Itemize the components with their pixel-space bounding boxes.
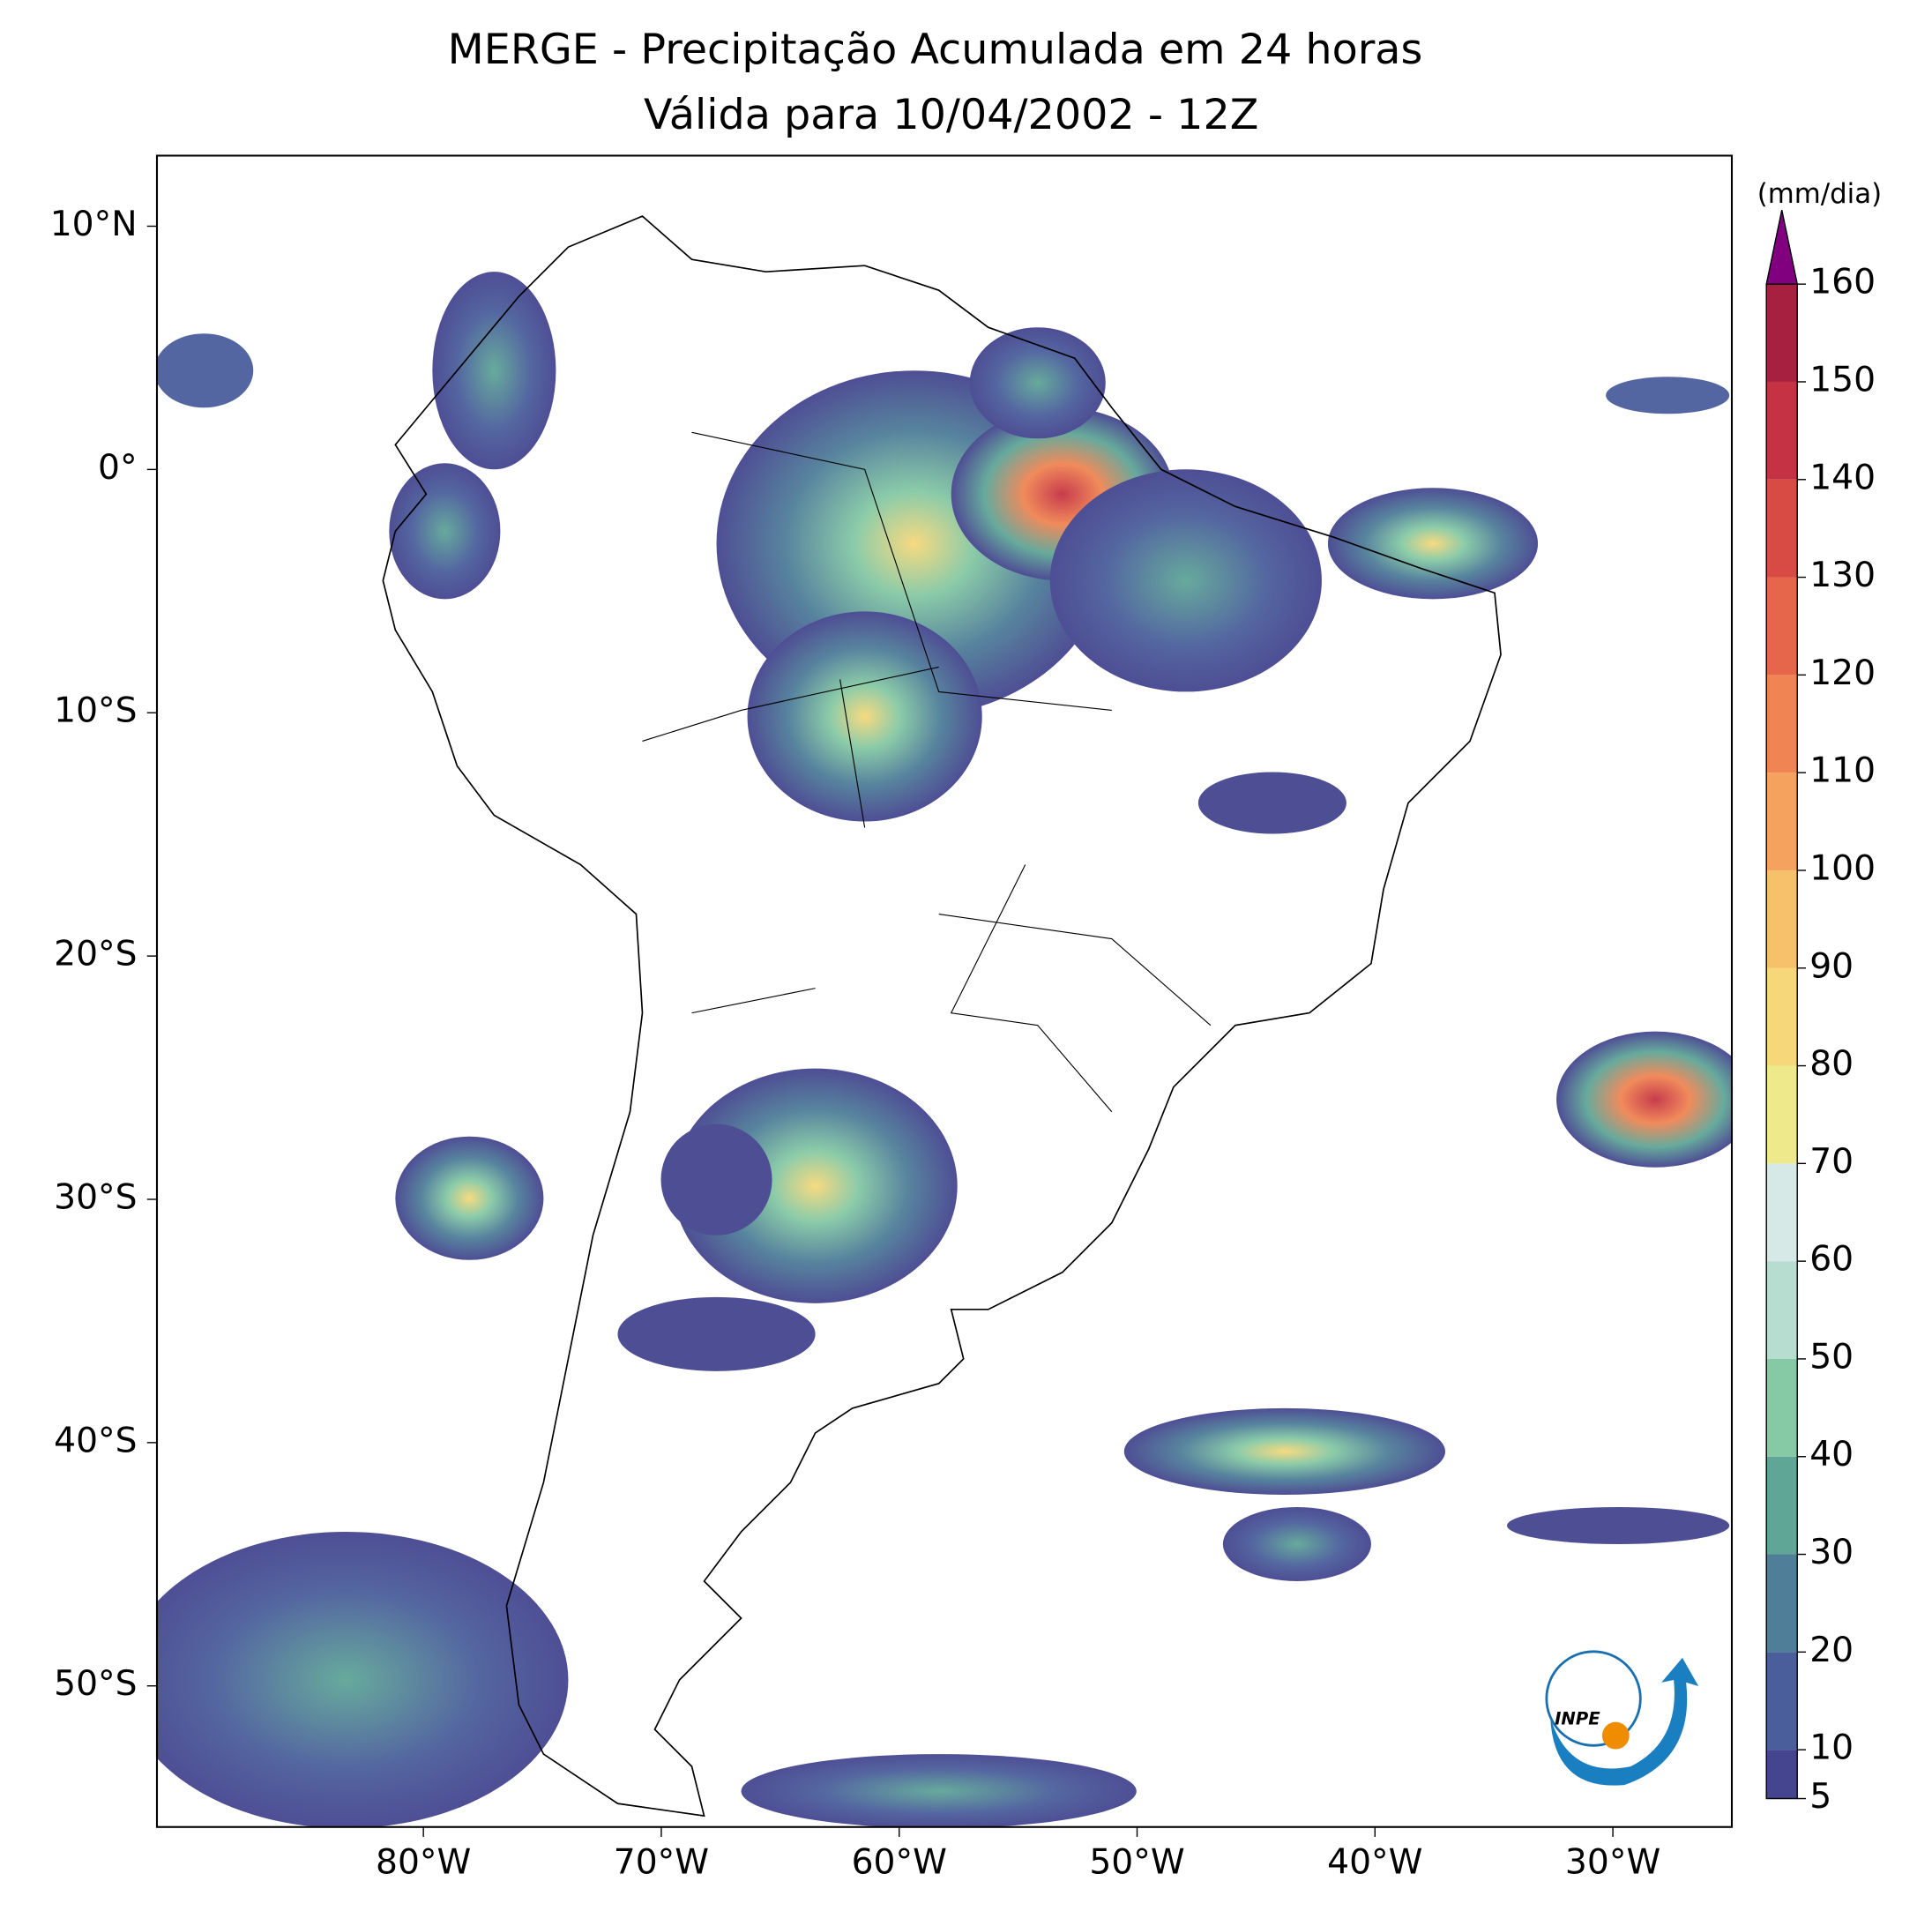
- y-tick-label: 50°S: [54, 1664, 137, 1704]
- x-tick-label: 30°W: [1565, 1842, 1660, 1882]
- x-tick-label: 60°W: [852, 1842, 947, 1882]
- coastline: [382, 215, 1502, 1818]
- precip-area: [660, 1123, 772, 1235]
- colorbar-tick-label: 20: [1809, 1631, 1854, 1670]
- precip-area: [1049, 469, 1322, 692]
- colorbar-band: [1766, 1750, 1798, 1799]
- colorbar-tick-label: 5: [1809, 1777, 1831, 1817]
- precip-area: [1222, 1506, 1371, 1581]
- colorbar-tick-label: 60: [1809, 1240, 1854, 1280]
- colorbar-tick-label: 120: [1809, 653, 1876, 693]
- precip-area: [1507, 1506, 1730, 1544]
- x-tick-label: 70°W: [614, 1842, 709, 1882]
- precip-area: [1123, 1407, 1446, 1495]
- logo-arrow: [1550, 1657, 1699, 1786]
- colorbar-tick-label: 110: [1809, 751, 1876, 791]
- x-tick-label: 50°W: [1089, 1842, 1184, 1882]
- colorbar-band: [1766, 1456, 1798, 1555]
- colorbar-label: (mm/dia): [1757, 178, 1882, 210]
- precip-area: [1556, 1031, 1732, 1168]
- precip-area: [432, 272, 556, 470]
- colorbar-tick-label: 150: [1809, 360, 1876, 399]
- precip-area: [156, 1532, 569, 1827]
- subtitle: Válida para 10/04/2002 - 12Z: [644, 91, 1258, 139]
- colorbar-tick-label: 130: [1809, 556, 1876, 595]
- colorbar-band: [1766, 773, 1798, 870]
- colorbar-tick-label: 70: [1809, 1142, 1854, 1182]
- precip-area: [389, 463, 501, 600]
- colorbar-band: [1766, 1652, 1798, 1751]
- colorbar-band: [1766, 381, 1798, 480]
- colorbar-tick-label: 100: [1809, 848, 1876, 888]
- colorbar-tick-label: 80: [1809, 1044, 1854, 1084]
- y-tick-label: 40°S: [54, 1421, 137, 1460]
- logo: INPE: [1545, 1650, 1699, 1786]
- colorbar-tick-label: 50: [1809, 1337, 1854, 1377]
- title: MERGE - Precipitação Acumulada em 24 hor…: [448, 26, 1423, 74]
- logo-ring: [1545, 1650, 1642, 1747]
- colorbar-band: [1766, 1065, 1798, 1164]
- precip-area: [395, 1136, 544, 1260]
- map-frame: [155, 154, 1734, 1828]
- colorbar-tick-label: 160: [1809, 263, 1876, 302]
- colorbar-band: [1766, 1554, 1798, 1653]
- precip-area: [747, 611, 982, 822]
- logo-sun: [1601, 1721, 1630, 1750]
- colorbar-band: [1766, 479, 1798, 578]
- x-tick-label: 80°W: [376, 1842, 471, 1882]
- x-tick-label: 40°W: [1327, 1842, 1422, 1882]
- precip-area: [1197, 772, 1346, 834]
- precip-area: [673, 1068, 958, 1303]
- precip-area: [741, 1754, 1137, 1827]
- colorbar-tick-label: 40: [1809, 1435, 1854, 1474]
- colorbar-tick-label: 90: [1809, 946, 1854, 986]
- precip-areas: [156, 272, 1732, 1827]
- colorbar-tick-label: 30: [1809, 1533, 1854, 1572]
- y-tick-label: 10°N: [50, 205, 138, 244]
- colorbar: 5 10 20 30 40 50 60 70 80 90 100 110 120 130 140 150 160: [1765, 209, 1876, 1817]
- colorbar-band: [1766, 577, 1798, 676]
- colorbar-tick-label: 10: [1809, 1728, 1854, 1768]
- colorbar-band: [1766, 675, 1798, 773]
- colorbar-band: [1766, 870, 1798, 968]
- colorbar-band: [1766, 1358, 1798, 1457]
- colorbar-tick-label: 140: [1809, 458, 1876, 497]
- precip-area: [969, 327, 1106, 439]
- colorbar-band: [1766, 1261, 1798, 1359]
- y-tick-label: 0°: [98, 448, 138, 488]
- precip-area: [1327, 488, 1539, 600]
- colorbar-band: [1766, 967, 1798, 1066]
- precip-area: [1606, 377, 1730, 414]
- y-tick-label: 10°S: [54, 691, 137, 731]
- colorbar-band: [1766, 284, 1798, 382]
- colorbar-frame: [1765, 283, 1798, 1800]
- map-area: [156, 215, 1732, 1827]
- precip-area: [156, 333, 254, 408]
- borders: [642, 431, 1212, 1113]
- colorbar-extend: [1765, 209, 1799, 285]
- colorbar-band: [1766, 1163, 1798, 1262]
- y-tick-label: 20°S: [54, 935, 137, 974]
- precip-area: [617, 1296, 816, 1371]
- y-tick-label: 30°S: [54, 1177, 137, 1217]
- logo-text: INPE: [1555, 1708, 1600, 1728]
